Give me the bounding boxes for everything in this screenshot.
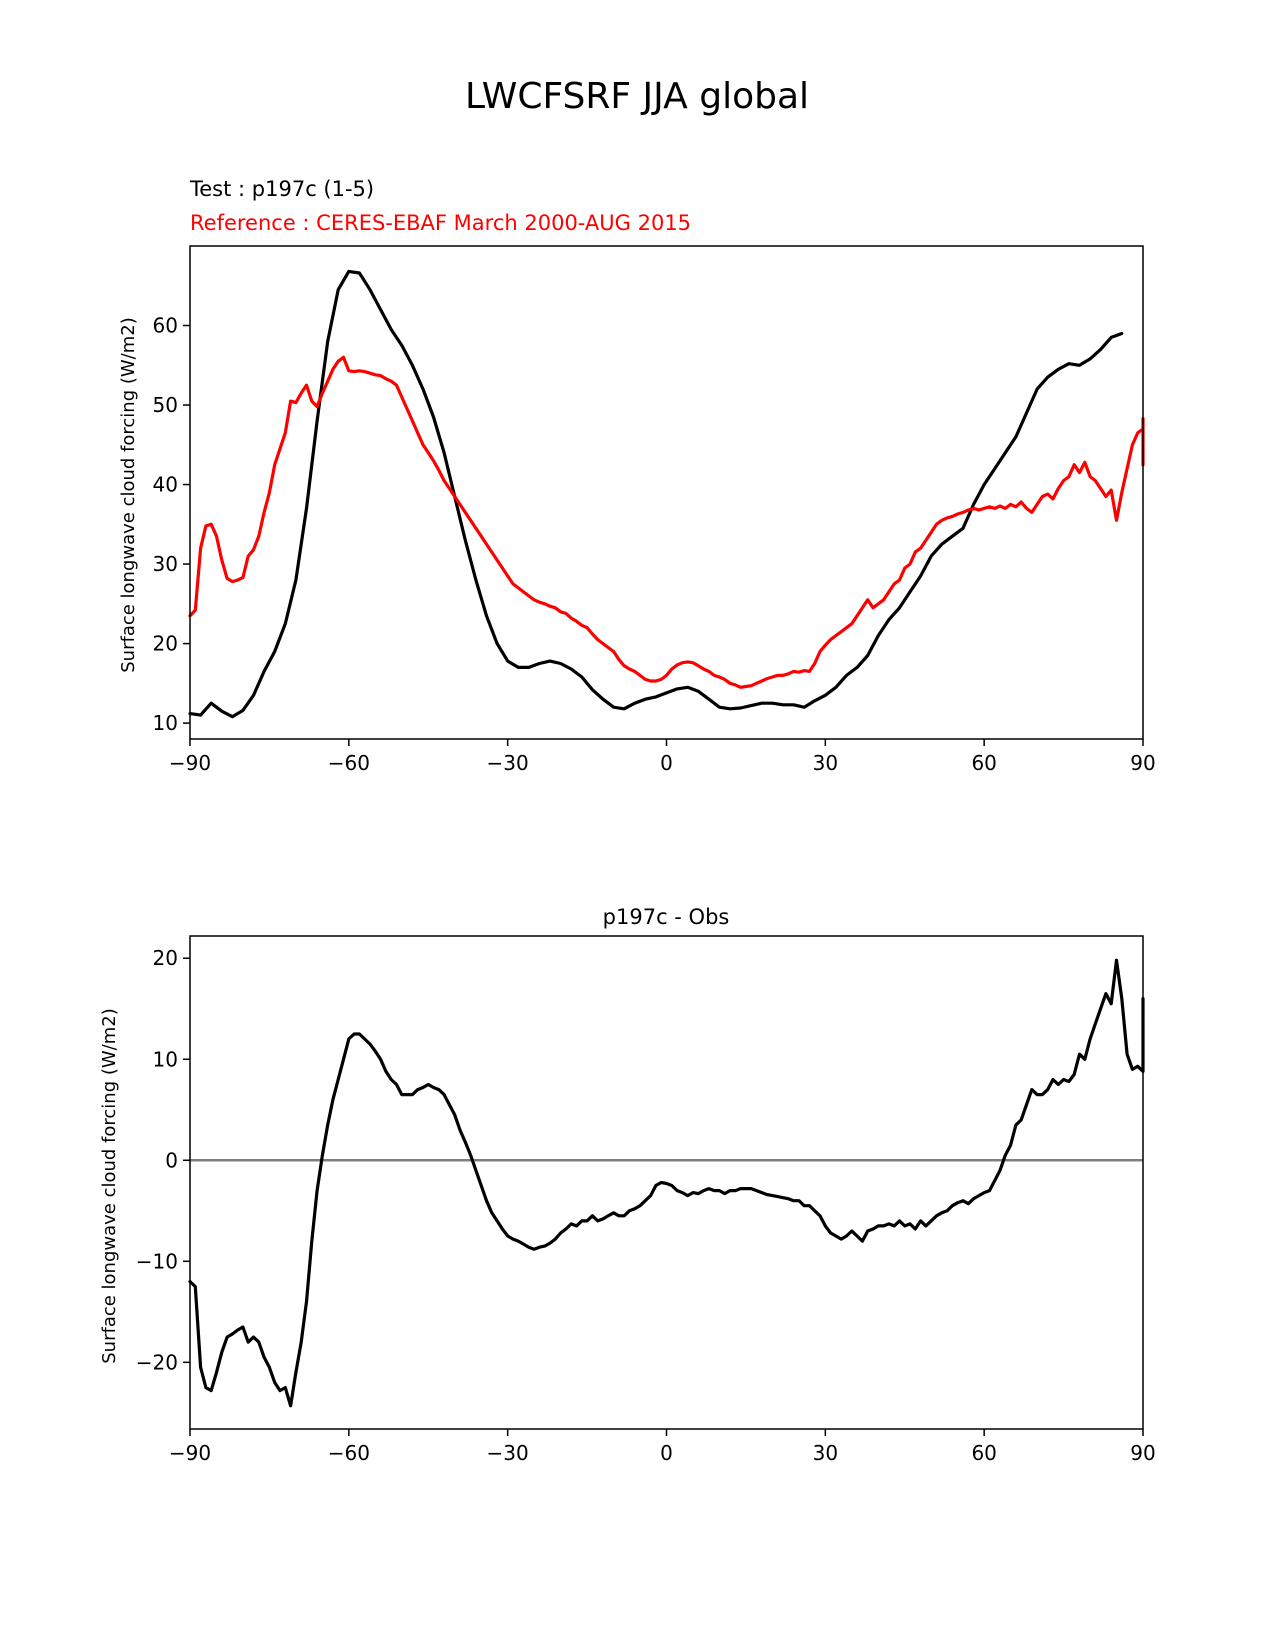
top-plot-frame (189, 245, 1144, 740)
bottom-x-tick-label: −90 (169, 1441, 211, 1465)
top-x-tick-label: 30 (813, 751, 838, 775)
top-x-tick-label: −60 (328, 751, 370, 775)
test-title: Test : p197c (1-5) (189, 177, 374, 201)
top-series-line-1 (188, 355, 1145, 689)
bottom-x-ticks: −90 −60 −30 0 30 60 90 (169, 1429, 1156, 1465)
top-x-tick-label: −30 (487, 751, 529, 775)
bottom-x-tick-label: −60 (328, 1441, 370, 1465)
top-y-tick-label: 60 (153, 314, 178, 338)
bottom-y-tick-label: 0 (165, 1148, 178, 1172)
diff-title: p197c - Obs (603, 905, 730, 929)
top-y-axis-label: Surface longwave cloud forcing (W/m2) (118, 317, 139, 673)
top-x-ticks: −90 −60 −30 0 30 60 90 (169, 739, 1156, 775)
bottom-x-tick-label: 90 (1130, 1441, 1155, 1465)
top-x-tick-label: 90 (1130, 751, 1155, 775)
top-x-tick-label: 60 (971, 751, 996, 775)
bottom-series-group (188, 958, 1145, 1408)
top-y-tick-label: 50 (153, 393, 178, 417)
bottom-y-tick-label: −10 (136, 1249, 178, 1273)
bottom-y-ticks: −20 −10 0 10 20 (136, 946, 190, 1374)
top-x-tick-label: 0 (660, 751, 673, 775)
bottom-y-tick-label: −20 (136, 1350, 178, 1374)
top-y-ticks: 10 20 30 40 50 60 (153, 314, 190, 735)
bottom-y-axis-label: Surface longwave cloud forcing (W/m2) (99, 1008, 120, 1364)
top-y-tick-label: 40 (153, 473, 178, 497)
top-panel: Test : p197c (1-5) Reference : CERES-EBA… (118, 177, 1156, 775)
top-y-tick-label: 10 (153, 711, 178, 735)
top-y-tick-label: 30 (153, 552, 178, 576)
bottom-series-line-0 (188, 958, 1145, 1408)
bottom-x-tick-label: 0 (660, 1441, 673, 1465)
bottom-panel: p197c - Obs Surface longwave cloud forci… (99, 905, 1156, 1465)
bottom-y-tick-label: 20 (153, 946, 178, 970)
bottom-plot-frame (189, 935, 1144, 1430)
top-x-tick-label: −90 (169, 751, 211, 775)
figure-suptitle: LWCFSRF JJA global (465, 76, 809, 117)
bottom-y-tick-label: 10 (153, 1047, 178, 1071)
top-series-group (188, 269, 1145, 719)
top-series-line-0 (188, 269, 1124, 719)
bottom-x-tick-label: −30 (487, 1441, 529, 1465)
top-y-tick-label: 20 (153, 632, 178, 656)
bottom-x-tick-label: 30 (813, 1441, 838, 1465)
bottom-x-tick-label: 60 (971, 1441, 996, 1465)
reference-title: Reference : CERES-EBAF March 2000-AUG 20… (190, 211, 691, 235)
